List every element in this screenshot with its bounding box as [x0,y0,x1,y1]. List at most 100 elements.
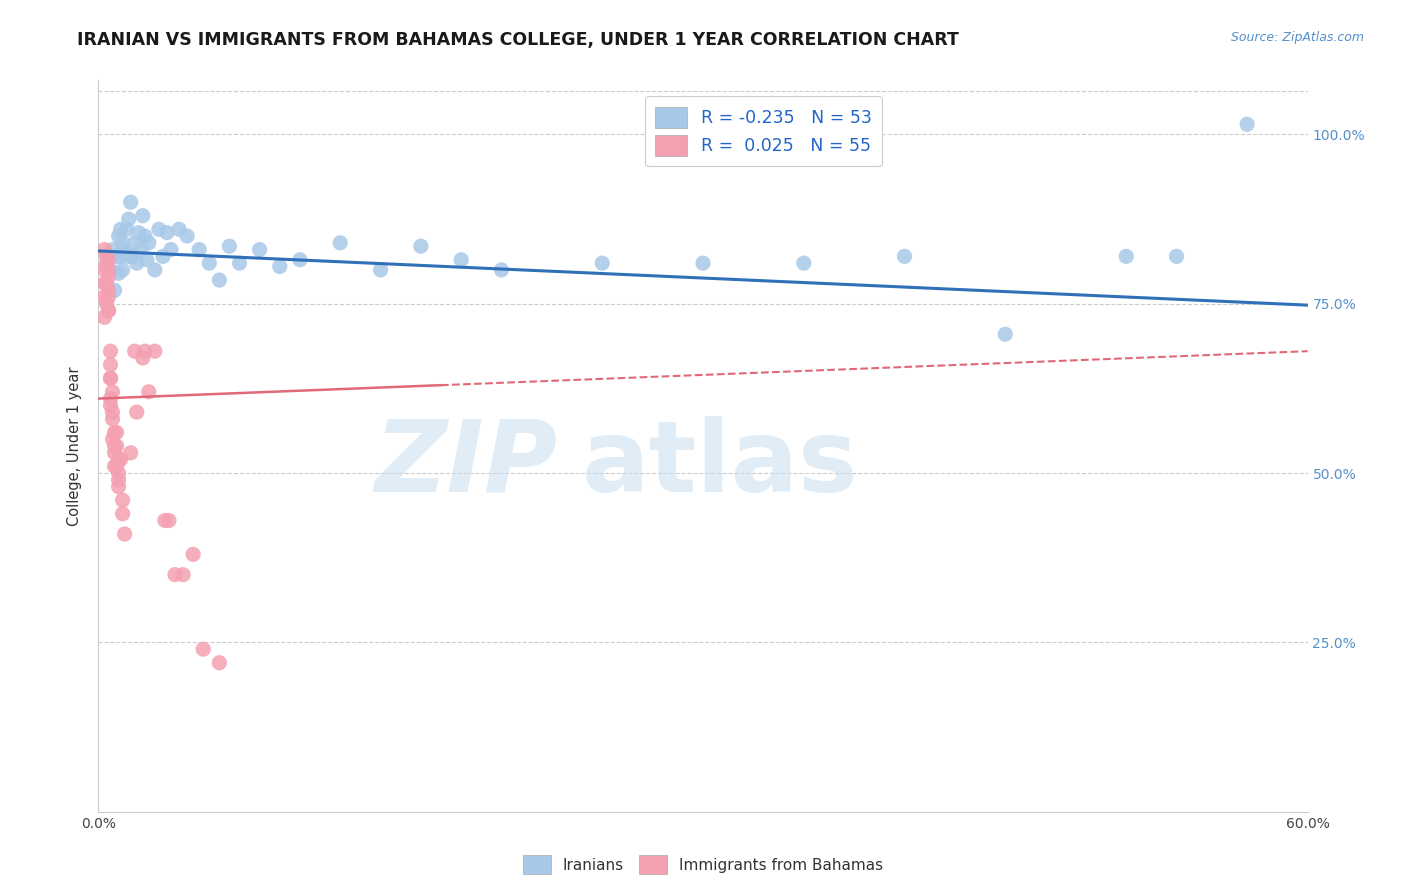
Point [450,252,472,267]
Point [101,432,124,446]
Point [409,239,432,253]
Point [107,452,129,467]
Point [134,344,156,359]
Point [129,243,152,257]
Point [143,344,166,359]
Point [105,459,128,474]
Point [157,514,180,528]
Point [96,256,118,270]
Point [1166,249,1188,263]
Point [107,480,129,494]
Point [93,277,115,291]
Point [110,249,132,263]
Text: ZIP: ZIP [375,416,558,513]
Point [156,226,179,240]
Point [114,243,136,257]
Point [97,303,120,318]
Point [114,527,136,541]
Point [100,392,122,406]
Point [143,263,166,277]
Point [103,446,125,460]
Point [111,507,134,521]
Point [121,249,143,263]
Point [1115,249,1137,263]
Point [1236,117,1258,131]
Point [96,297,118,311]
Point [105,439,128,453]
Text: IRANIAN VS IMMIGRANTS FROM BAHAMAS COLLEGE, UNDER 1 YEAR CORRELATION CHART: IRANIAN VS IMMIGRANTS FROM BAHAMAS COLLE… [77,31,959,49]
Point [101,412,124,426]
Point [118,212,141,227]
Point [93,263,115,277]
Y-axis label: College, Under 1 year: College, Under 1 year [67,367,83,525]
Point [181,547,204,561]
Point [103,439,125,453]
Point [118,249,141,263]
Point [96,277,118,291]
Point [97,283,120,297]
Point [125,405,148,419]
Point [193,642,215,657]
Point [167,222,190,236]
Point [101,384,124,399]
Point [100,344,122,359]
Point [96,249,118,263]
Point [97,252,120,267]
Point [132,351,155,365]
Point [269,260,291,274]
Point [100,263,122,277]
Point [111,235,134,250]
Point [172,567,194,582]
Point [329,235,352,250]
Point [110,452,132,467]
Point [591,256,613,270]
Point [153,514,176,528]
Point [994,327,1017,342]
Point [100,371,122,385]
Point [128,226,150,240]
Point [218,239,240,253]
Point [103,283,125,297]
Point [100,398,122,412]
Point [124,344,146,359]
Point [148,222,170,236]
Point [101,405,124,419]
Point [176,229,198,244]
Point [120,195,142,210]
Point [105,249,128,263]
Point [491,263,513,277]
Point [103,425,125,440]
Point [160,243,183,257]
Point [692,256,714,270]
Point [105,425,128,440]
Point [134,229,156,244]
Point [111,263,134,277]
Point [124,235,146,250]
Point [288,252,311,267]
Point [100,358,122,372]
Point [188,243,211,257]
Point [107,473,129,487]
Point [370,263,392,277]
Point [97,290,120,304]
Point [152,249,174,263]
Point [135,252,157,267]
Point [103,459,125,474]
Point [111,493,134,508]
Point [138,384,160,399]
Point [132,209,155,223]
Point [120,446,142,460]
Point [198,256,221,270]
Point [97,263,120,277]
Point [107,229,129,244]
Point [93,290,115,304]
Point [97,303,120,318]
Point [893,249,915,263]
Point [101,243,124,257]
Point [100,371,122,385]
Point [97,252,120,267]
Text: atlas: atlas [582,416,859,513]
Legend: Iranians, Immigrants from Bahamas: Iranians, Immigrants from Bahamas [517,849,889,880]
Text: Source: ZipAtlas.com: Source: ZipAtlas.com [1230,31,1364,45]
Point [228,256,250,270]
